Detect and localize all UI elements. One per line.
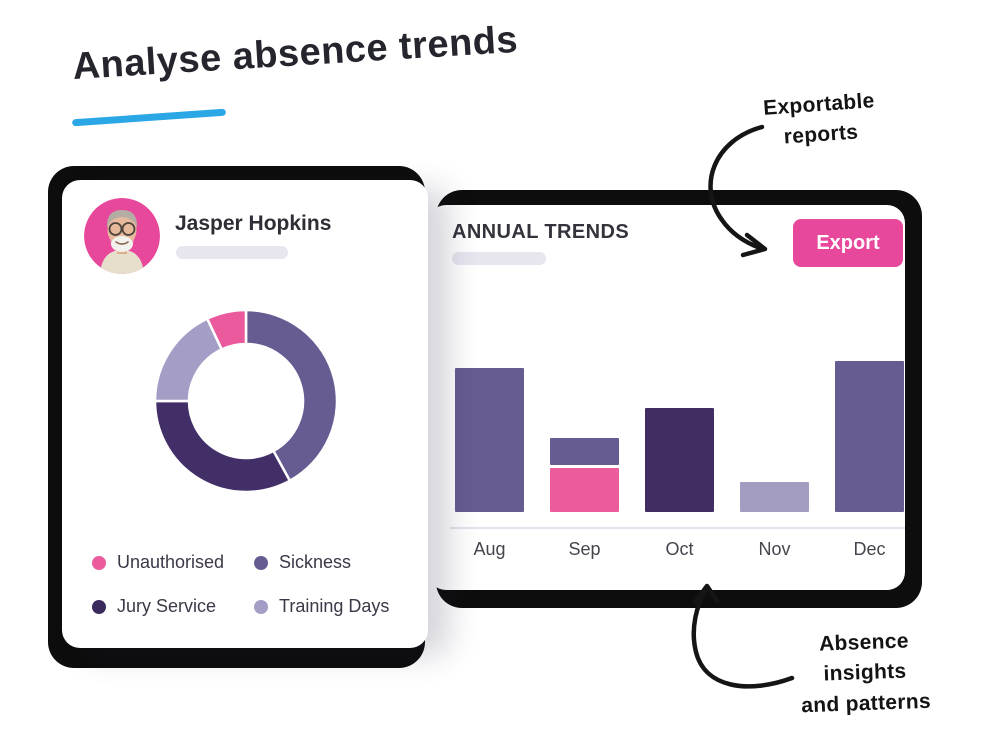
legend-label: Sickness [279, 552, 352, 572]
legend-label: Training Days [279, 596, 390, 616]
bar-segment [645, 408, 714, 512]
bar-nov [740, 482, 809, 512]
donut-slice-unauthorised [206, 308, 248, 351]
annual-trends-card: ANNUAL TRENDS Export Aug Sep Oct Nov Dec [428, 205, 905, 590]
legend-item-unauthorised: Unauthorised [92, 552, 254, 573]
bar-segment [550, 468, 619, 512]
legend-dot-sickness [254, 555, 268, 570]
bar-chart-baseline [450, 527, 905, 529]
legend-item-training-days: Training Days [254, 596, 389, 617]
month-label-aug: Aug [473, 539, 506, 559]
donut-legend: Unauthorised Sickness Jury Service Train… [92, 552, 389, 617]
page-title: Analyse absence trends [71, 18, 520, 89]
export-button[interactable]: Export [793, 219, 903, 267]
trends-heading: ANNUAL TRENDS [452, 221, 630, 243]
insights-annotation: Absence insights and patterns [774, 625, 955, 722]
legend-dot-jury-service [92, 599, 106, 614]
bar-sep [550, 438, 619, 512]
bar-segment [550, 438, 619, 465]
donut-slice-jury-service [153, 399, 292, 494]
legend-item-sickness: Sickness [254, 552, 389, 573]
donut-chart [146, 301, 346, 501]
legend-label: Unauthorised [117, 552, 225, 572]
legend-dot-unauthorised [92, 555, 106, 570]
month-label-nov: Nov [758, 539, 791, 559]
donut-slice-sickness [244, 308, 339, 482]
heading-subtitle-placeholder [452, 252, 546, 265]
month-label-dec: Dec [853, 539, 886, 559]
bar-dec [835, 361, 904, 512]
legend-dot-training-days [254, 599, 268, 614]
name-subtitle-placeholder [176, 246, 288, 259]
bar-segment [835, 361, 904, 512]
month-label-oct: Oct [665, 539, 694, 559]
insights-annotation-line2: and patterns [800, 689, 932, 718]
bar-aug [455, 368, 524, 512]
bar-oct [645, 408, 714, 512]
legend-item-jury-service: Jury Service [92, 596, 254, 617]
legend-label: Jury Service [117, 596, 217, 616]
title-underline-stroke [71, 108, 227, 127]
bar-segment [740, 482, 809, 512]
bar-segment [455, 368, 524, 512]
month-label-sep: Sep [568, 539, 601, 559]
avatar [84, 198, 160, 274]
avatar-illustration [84, 198, 160, 274]
insights-annotation-line1: Absence insights [818, 629, 910, 686]
profile-name: Jasper Hopkins [175, 212, 332, 235]
profile-card: Jasper Hopkins Unauthorised Sickness Jur… [62, 180, 428, 648]
bar-chart [452, 340, 904, 512]
export-annotation: Exportable reports [740, 85, 900, 157]
